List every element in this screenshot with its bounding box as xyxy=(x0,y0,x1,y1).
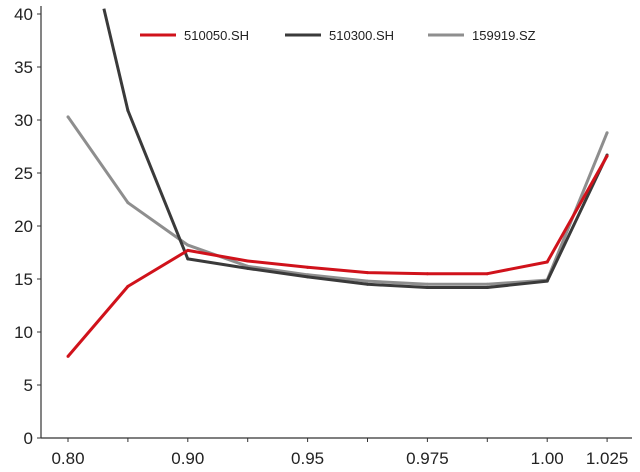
y-tick-label: 30 xyxy=(14,111,33,130)
x-tick-label: 0.95 xyxy=(291,449,324,468)
data-point xyxy=(605,131,609,135)
data-point xyxy=(186,248,190,252)
legend-label: 159919.SZ xyxy=(472,28,536,43)
data-point xyxy=(485,282,489,286)
x-tick-label: 1.025 xyxy=(586,449,629,468)
legend-label: 510050.SH xyxy=(184,28,249,43)
y-tick-label: 5 xyxy=(24,376,33,395)
y-tick-label: 25 xyxy=(14,164,33,183)
data-point xyxy=(425,272,429,276)
legend-item: 159919.SZ xyxy=(428,28,536,43)
x-tick-label: 0.90 xyxy=(171,449,204,468)
data-point xyxy=(246,266,250,270)
y-tick-label: 15 xyxy=(14,270,33,289)
data-point xyxy=(366,271,369,275)
data-point xyxy=(186,257,190,261)
x-tick-label: 0.975 xyxy=(406,449,449,468)
data-point xyxy=(126,201,130,205)
y-tick-label: 35 xyxy=(14,58,33,77)
data-point xyxy=(306,265,310,269)
data-point xyxy=(545,260,549,264)
y-tick-label: 0 xyxy=(24,429,33,448)
series-layer xyxy=(66,8,609,358)
data-point xyxy=(306,275,310,279)
data-point xyxy=(366,279,369,283)
data-point xyxy=(66,354,70,358)
data-point xyxy=(605,154,609,158)
data-point xyxy=(246,259,250,263)
data-point xyxy=(425,285,429,289)
data-point xyxy=(126,284,130,288)
y-tick-label: 20 xyxy=(14,217,33,236)
data-point xyxy=(126,108,130,112)
y-axis: 0 5 10 15 20 25 30 35 40 xyxy=(14,5,42,448)
data-point xyxy=(66,115,70,119)
series-line-510050.SH xyxy=(66,155,609,358)
series-line-510300.SH xyxy=(102,8,609,289)
data-point xyxy=(186,243,190,247)
data-point xyxy=(545,279,549,283)
x-tick-label: 1.00 xyxy=(531,449,564,468)
data-point xyxy=(485,285,489,289)
data-point xyxy=(485,272,489,276)
y-tick-label: 40 xyxy=(14,5,33,24)
legend: 510050.SH 510300.SH 159919.SZ xyxy=(140,28,536,43)
legend-item: 510050.SH xyxy=(140,28,249,43)
x-tick-label: 0.80 xyxy=(51,449,84,468)
legend-item: 510300.SH xyxy=(285,28,394,43)
legend-label: 510300.SH xyxy=(329,28,394,43)
x-axis: 0.80 0.90 0.95 0.975 1.00 1.025 xyxy=(41,437,632,468)
series-line-159919.SZ xyxy=(66,115,609,286)
data-point xyxy=(425,282,429,286)
data-point xyxy=(366,282,369,286)
y-tick-label: 10 xyxy=(14,323,33,342)
